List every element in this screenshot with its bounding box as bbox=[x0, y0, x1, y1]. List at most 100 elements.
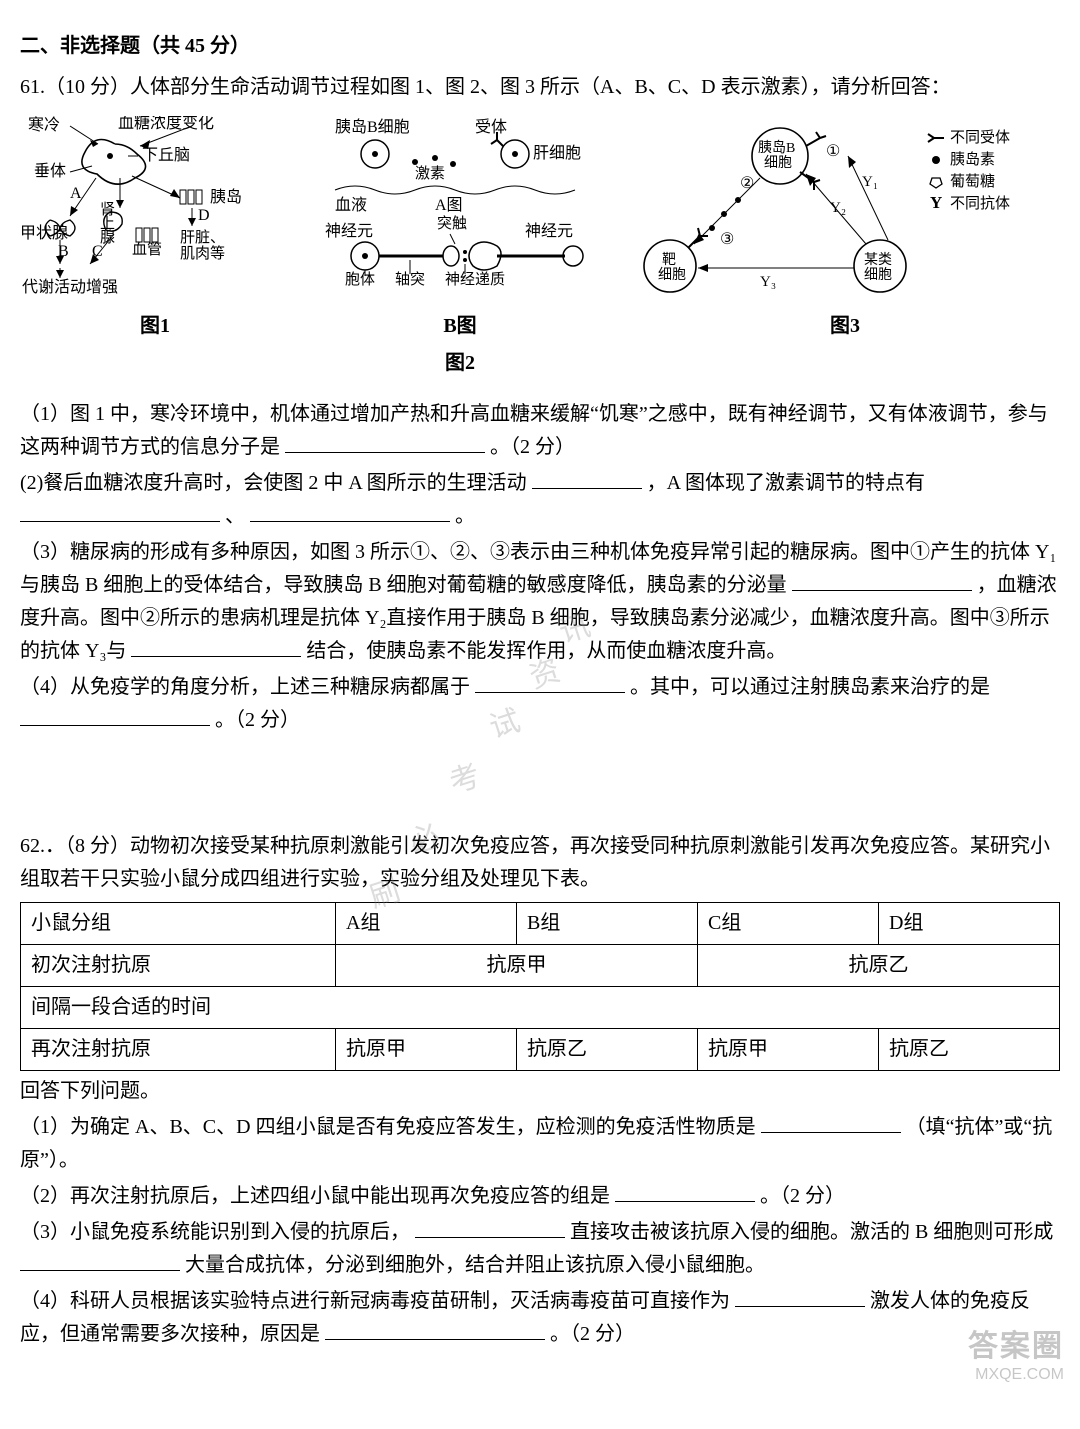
fig1-hypothalamus: 下丘脑 bbox=[142, 146, 190, 164]
wm-logo2: MXQE.COM bbox=[968, 1365, 1064, 1384]
figure-3: 胰岛B细胞 靶细胞 某类细胞 Y₂ bbox=[630, 116, 1060, 343]
q61-p4c: 。（2 分） bbox=[215, 709, 300, 731]
q61-p3: （3）糖尿病的形成有多种原因，如图 3 所示①、②、③表示由三种机体免疫异常引起… bbox=[20, 536, 1060, 668]
fig1-adrenal: 肾上腺 bbox=[100, 201, 115, 246]
blank bbox=[792, 569, 972, 591]
q62-p3a: （3）小鼠免疫系统能识别到入侵的抗原后， bbox=[20, 1221, 410, 1243]
fig1-glucose: 血糖浓度变化 bbox=[118, 116, 214, 132]
blank bbox=[532, 467, 642, 489]
fig2-synapse: 突触 bbox=[437, 215, 467, 232]
fig2-cellbody: 胞体 bbox=[345, 271, 375, 288]
fig3-target: 靶细胞 bbox=[658, 252, 686, 283]
q62-p1a: （1）为确定 A、B、C、D 四组小鼠是否有免疫应答发生，应检测的免疫活性物质是 bbox=[20, 1116, 756, 1138]
cell: 抗原甲 bbox=[336, 1029, 517, 1071]
cell: 抗原乙 bbox=[879, 1029, 1060, 1071]
blank bbox=[285, 431, 485, 453]
q62-p3c: 大量合成抗体，分泌到细胞外，结合并阻止该抗原入侵小鼠细胞。 bbox=[185, 1254, 765, 1276]
fig3-n2: ② bbox=[740, 175, 754, 192]
experiment-table: 小鼠分组 A组 B组 C组 D组 初次注射抗原 抗原甲 抗原乙 间隔一段合适的时… bbox=[20, 902, 1060, 1071]
fig2-caption-B: B图 bbox=[443, 310, 476, 343]
svg-text:Y: Y bbox=[930, 193, 942, 212]
q61-p2d: 。 bbox=[455, 505, 475, 527]
spacer bbox=[20, 740, 1060, 830]
q62-p2: （2）再次注射抗原后，上述四组小鼠中能出现再次免疫应答的组是 。（2 分） bbox=[20, 1180, 1060, 1213]
fig2-hormone: 激素 bbox=[415, 165, 445, 182]
q62-p4: （4）科研人员根据该实验特点进行新冠病毒疫苗研制，灭活病毒疫苗可直接作为 激发人… bbox=[20, 1285, 1060, 1351]
figure-2: 胰岛B细胞 受体 激素 肝细胞 血液 A图 神经元 突触 神经元 bbox=[315, 116, 605, 380]
fig3-caption: 图3 bbox=[830, 310, 860, 343]
q61-p2: (2)餐后血糖浓度升高时，会使图 2 中 A 图所示的生理活动 ，A 图体现了激… bbox=[20, 467, 1060, 533]
fig1-A: A bbox=[70, 185, 82, 202]
q61-p2b: ，A 图体现了激素调节的特点有 bbox=[647, 472, 925, 494]
q61-p4b: 。其中，可以通过注射胰岛素来治疗的是 bbox=[630, 676, 990, 698]
q62-p4a: （4）科研人员根据该实验特点进行新冠病毒疫苗研制，灭活病毒疫苗可直接作为 bbox=[20, 1290, 730, 1312]
cell: 再次注射抗原 bbox=[21, 1029, 336, 1071]
fig2-blood: 血液 bbox=[335, 196, 367, 214]
q61-p2a: (2)餐后血糖浓度升高时，会使图 2 中 A 图所示的生理活动 bbox=[20, 472, 527, 494]
q62-p3: （3）小鼠免疫系统能识别到入侵的抗原后， 直接攻击被该抗原入侵的细胞。激活的 B… bbox=[20, 1216, 1060, 1282]
fig2-receptor: 受体 bbox=[475, 118, 507, 136]
table-row: 间隔一段合适的时间 bbox=[21, 987, 1060, 1029]
q62-answerlead: 回答下列问题。 bbox=[20, 1075, 1060, 1108]
fig1-metabolism: 代谢活动增强 bbox=[22, 278, 118, 296]
fig3-y3: Y₃ bbox=[760, 274, 776, 290]
fig1-pituitary: 垂体 bbox=[34, 162, 66, 180]
fig1-liver: 肝脏、肌肉等 bbox=[180, 229, 225, 262]
fig3-isletB: 胰岛B细胞 bbox=[758, 140, 795, 171]
blank bbox=[131, 635, 301, 657]
fig1-thyroid: 甲状腺 bbox=[20, 224, 68, 242]
figure-1-svg: 寒冷 血糖浓度变化 垂体 下丘脑 胰岛 A 甲状腺 肾上腺 bbox=[20, 116, 290, 306]
blank bbox=[735, 1285, 865, 1307]
q61-stem: 61.（10 分）人体部分生命活动调节过程如图 1、图 2、图 3 所示（A、B… bbox=[20, 71, 1060, 104]
figure-3-svg: 胰岛B细胞 靶细胞 某类细胞 Y₂ bbox=[630, 116, 1060, 306]
fig2-isletB: 胰岛B细胞 bbox=[335, 118, 410, 136]
cell: 抗原乙 bbox=[698, 945, 1060, 987]
fig3-n3: ③ bbox=[720, 231, 734, 248]
cell: 抗原乙 bbox=[517, 1029, 698, 1071]
fig2-livercell: 肝细胞 bbox=[533, 144, 581, 162]
table-row: 再次注射抗原 抗原甲 抗原乙 抗原甲 抗原乙 bbox=[21, 1029, 1060, 1071]
fig3-y1: Y₁ bbox=[862, 174, 878, 190]
blank bbox=[615, 1180, 755, 1202]
fig2-caption: 图2 bbox=[445, 347, 475, 380]
fig1-cold: 寒冷 bbox=[28, 116, 60, 134]
fig3-leg-ins: 胰岛素 bbox=[950, 151, 995, 168]
q62-p4c: 。（2 分） bbox=[550, 1323, 635, 1345]
figure-2-svg: 胰岛B细胞 受体 激素 肝细胞 血液 A图 神经元 突触 神经元 bbox=[315, 116, 605, 306]
q62-stem: 62.．（8 分）动物初次接受某种抗原刺激能引发初次免疫应答，再次接受同种抗原刺… bbox=[20, 830, 1060, 896]
cell: B组 bbox=[517, 903, 698, 945]
fig1-D: D bbox=[198, 207, 210, 224]
q61-p2c: 、 bbox=[225, 505, 245, 527]
blank bbox=[20, 500, 220, 522]
q61-p4: （4）从免疫学的角度分析，上述三种糖尿病都属于 。其中，可以通过注射胰岛素来治疗… bbox=[20, 671, 1060, 737]
section-header: 二、非选择题（共 45 分） bbox=[20, 30, 1060, 63]
fig3-y2: Y₂ bbox=[830, 200, 846, 216]
q62-p1: （1）为确定 A、B、C、D 四组小鼠是否有免疫应答发生，应检测的免疫活性物质是… bbox=[20, 1111, 1060, 1177]
blank bbox=[475, 671, 625, 693]
fig3-leg-rec: 不同受体 bbox=[950, 129, 1010, 146]
blank bbox=[250, 500, 450, 522]
blank bbox=[325, 1318, 545, 1340]
table-row: 初次注射抗原 抗原甲 抗原乙 bbox=[21, 945, 1060, 987]
cell: 间隔一段合适的时间 bbox=[21, 987, 1060, 1029]
blank bbox=[415, 1216, 565, 1238]
q61-p1: （1）图 1 中，寒冷环境中，机体通过增加产热和升高血糖来缓解“饥寒”之感中，既… bbox=[20, 398, 1060, 464]
cell: A组 bbox=[336, 903, 517, 945]
fig3-leg-ab: 不同抗体 bbox=[950, 195, 1010, 212]
cell: D组 bbox=[879, 903, 1060, 945]
q61-p4a: （4）从免疫学的角度分析，上述三种糖尿病都属于 bbox=[20, 676, 470, 698]
cell: C组 bbox=[698, 903, 879, 945]
figures-row: 寒冷 血糖浓度变化 垂体 下丘脑 胰岛 A 甲状腺 肾上腺 bbox=[20, 116, 1060, 380]
fig1-vessel: 血管 bbox=[132, 241, 162, 258]
fig2-nt: 神经递质 bbox=[445, 271, 505, 288]
cell: 小鼠分组 bbox=[21, 903, 336, 945]
fig2-neuronR: 神经元 bbox=[525, 222, 573, 240]
q61-p1b: 。（2 分） bbox=[490, 436, 575, 458]
figure-1: 寒冷 血糖浓度变化 垂体 下丘脑 胰岛 A 甲状腺 肾上腺 bbox=[20, 116, 290, 343]
fig2-neuronL: 神经元 bbox=[325, 222, 373, 240]
blank bbox=[761, 1111, 901, 1133]
fig1-islet: 胰岛 bbox=[210, 188, 242, 206]
fig2-figA: A图 bbox=[435, 197, 463, 214]
fig3-some: 某类细胞 bbox=[864, 252, 892, 283]
q62-p2a: （2）再次注射抗原后，上述四组小鼠中能出现再次免疫应答的组是 bbox=[20, 1185, 610, 1207]
